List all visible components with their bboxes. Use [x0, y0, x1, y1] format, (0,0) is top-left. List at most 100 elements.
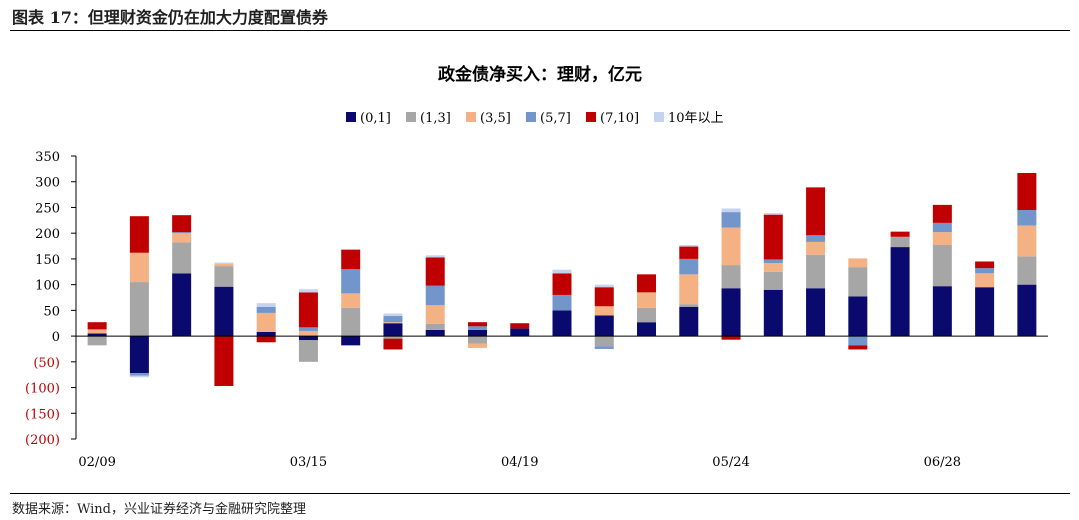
legend-label: 10年以上 [668, 111, 724, 126]
y-tick-label: 350 [35, 150, 60, 165]
bar-segment [806, 241, 826, 255]
bar-segment [721, 336, 741, 340]
legend-swatch [406, 112, 416, 122]
bar-segment [637, 307, 657, 323]
bar-segment [806, 288, 826, 337]
bar-segment [383, 313, 403, 317]
bar-segment [679, 304, 699, 307]
bar-segment [1017, 172, 1037, 211]
bar-segment [763, 214, 783, 260]
bar-segment [848, 345, 868, 350]
bar-segment [425, 329, 445, 337]
bar-segment [383, 322, 403, 324]
bar-segment [1017, 210, 1037, 226]
bar-segment [932, 286, 952, 337]
bar-segment [298, 336, 318, 341]
bar-segment [510, 323, 530, 329]
bar-segment [87, 329, 107, 334]
bar-segment [1017, 225, 1037, 257]
bar-segment [467, 336, 487, 344]
bar-segment [679, 306, 699, 337]
bar-segment [172, 215, 192, 233]
bar-segment [594, 315, 614, 337]
x-tick-label: 05/24 [712, 455, 749, 470]
bar-segment [848, 336, 868, 346]
bar-segment [129, 252, 149, 283]
bar-segment [425, 285, 445, 306]
bar-segment [467, 329, 487, 337]
chart-title: 政金债净买入：理财，亿元 [438, 64, 642, 85]
bar-segment [425, 305, 445, 324]
bar-segment [467, 322, 487, 327]
bar-segment [932, 245, 952, 287]
x-axis: 02/09 03/15 04/19 05/24 06/28 [76, 335, 1048, 470]
bar-segment [637, 274, 657, 293]
y-tick-label: 300 [35, 176, 60, 191]
bar-segment [256, 336, 276, 343]
bar-segment [256, 306, 276, 313]
y-tick-label: (150) [25, 407, 60, 422]
bar-segment [848, 258, 868, 268]
bar-segment [129, 282, 149, 337]
bar-segment [298, 289, 318, 293]
figure-title: 图表 17：但理财资金仍在加大力度配置债券 [12, 8, 328, 27]
bar-segment [1017, 256, 1037, 285]
bar-segment [721, 288, 741, 337]
bar-segment [890, 236, 910, 248]
bar-segment [383, 336, 403, 339]
bar-segment [172, 242, 192, 274]
x-tick-label: 03/15 [290, 455, 327, 470]
bar-segment [806, 254, 826, 289]
bar-segment [679, 246, 699, 259]
bar-segment [467, 343, 487, 348]
bar-segment [594, 336, 614, 347]
bar-segment [763, 259, 783, 264]
bar-series [87, 172, 1037, 387]
x-tick-label: 02/09 [78, 455, 115, 470]
bar-segment [425, 255, 445, 258]
bottom-divider [10, 493, 1070, 494]
bar-segment [172, 232, 192, 234]
bar-segment [172, 273, 192, 337]
bar-segment [87, 322, 107, 330]
source-note: 数据来源：Wind，兴业证券经济与金融研究院整理 [12, 502, 306, 517]
bar-segment [679, 245, 699, 247]
bar-segment [721, 265, 741, 289]
y-tick-label: (200) [25, 433, 60, 448]
legend-swatch [654, 112, 664, 122]
bar-segment [763, 263, 783, 272]
y-tick-label: (50) [33, 356, 60, 371]
bar-segment [298, 330, 318, 337]
bar-segment [806, 235, 826, 242]
y-tick-label: 0 [52, 330, 60, 345]
legend-swatch [466, 112, 476, 122]
legend-label: (3,5] [480, 111, 511, 126]
legend-swatch [526, 112, 536, 122]
bar-segment [594, 287, 614, 307]
bar-segment [975, 287, 995, 337]
bar-segment [637, 322, 657, 337]
bar-segment [721, 227, 741, 266]
top-divider [10, 30, 1070, 31]
legend-label: (7,10] [600, 111, 639, 126]
bar-segment [721, 212, 741, 228]
bar-segment [552, 273, 572, 295]
bar-segment [298, 292, 318, 328]
legend-label: (0,1] [360, 111, 391, 126]
bar-segment [341, 293, 361, 308]
bar-segment [806, 187, 826, 236]
bar-segment [129, 216, 149, 253]
bar-segment [594, 306, 614, 316]
bar-segment [341, 269, 361, 294]
bar-segment [129, 336, 149, 374]
y-tick-label: 100 [35, 279, 60, 294]
bar-segment [848, 296, 868, 337]
bar-segment [341, 336, 361, 346]
y-tick-label: 150 [35, 253, 60, 268]
bar-segment [383, 316, 403, 323]
bar-segment [298, 327, 318, 331]
bar-segment [341, 249, 361, 270]
bar-segment [932, 204, 952, 223]
legend-swatch [346, 112, 356, 122]
stacked-bar-chart: 政金债净买入：理财，亿元 (0,1] (1,3] (3,5] (5,7] (7,10] 1… [25, 64, 1048, 470]
